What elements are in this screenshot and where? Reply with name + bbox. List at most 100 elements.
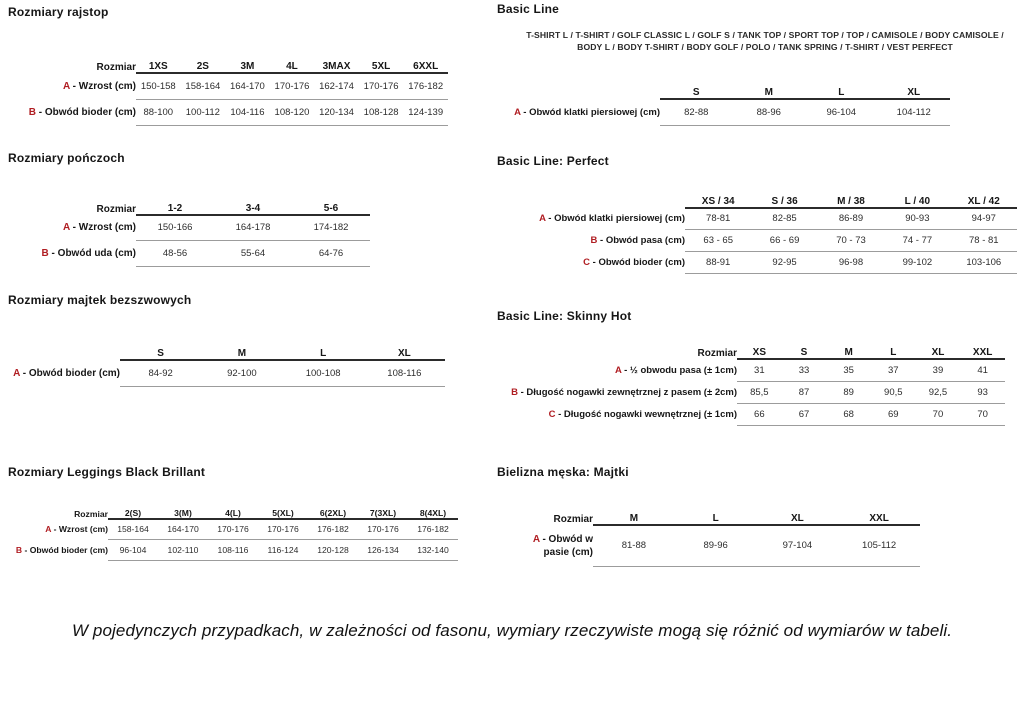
table-row: B - Obwód pasa (cm) 63 - 65 66 - 69 70 - 73… — [505, 229, 1017, 252]
cell-value: 164-170 — [225, 73, 270, 100]
table-row: C - Obwód bioder (cm) 88-91 92-95 96-98 99-1… — [505, 251, 1017, 274]
cell-value: 66 — [737, 403, 782, 426]
column-header: 3(M) — [158, 496, 208, 520]
column-header: 5-6 — [292, 187, 370, 216]
corner-label — [500, 72, 660, 99]
row-letter: A — [532, 533, 540, 545]
cell-value: 170-176 — [358, 73, 404, 100]
cell-value: 74 - 77 — [884, 229, 951, 252]
column-header: XXL — [960, 336, 1005, 360]
cell-value: 174-182 — [292, 214, 370, 241]
section-title-rajstop: Rozmiary rajstop — [8, 5, 109, 19]
table-row: A - Obwód bioder (cm) 84-92 92-100 100-108 1… — [8, 360, 445, 387]
cell-value: 90,5 — [870, 381, 916, 404]
cell-value: 176-182 — [408, 518, 458, 540]
table-row: A - Obwód w pasie (cm) 81-88 89-96 97-104 10… — [505, 524, 920, 567]
left-column: Rozmiary rajstop Rozmiar 1XS 2S 3M 4L 3MAX 5XL… — [8, 0, 468, 561]
table-row: A - Wzrost (cm) 150-166 164-178 174-182 — [8, 214, 370, 241]
column-header: 3M — [225, 46, 270, 74]
column-header: 6(2XL) — [308, 496, 358, 520]
cell-value: 88-100 — [136, 99, 181, 126]
column-header: L — [805, 72, 878, 100]
cell-value: 126-134 — [358, 539, 408, 561]
cell-value: 116-124 — [258, 539, 308, 561]
corner-label: Rozmiar — [697, 348, 737, 359]
row-letter: A — [614, 364, 622, 376]
skinny-hot-size-table: Rozmiar XS S M L XL XXL A - ½ obwodu pasa (± 1c… — [497, 336, 1005, 426]
table-row: A - Wzrost (cm) 158-164 164-170 170-176 170-… — [8, 518, 458, 540]
cell-value: 88-96 — [732, 99, 805, 126]
cell-value: 105-112 — [838, 524, 920, 567]
cell-value: 39 — [915, 359, 961, 382]
cell-value: 63 - 65 — [685, 229, 752, 252]
column-header: 7(3XL) — [358, 496, 408, 520]
column-header: XXL — [838, 497, 920, 526]
cell-value: 35 — [826, 359, 871, 382]
cell-value: 55-64 — [214, 240, 292, 267]
cell-value: 92,5 — [915, 381, 961, 404]
row-letter: B — [41, 248, 49, 259]
cell-value: 124-139 — [403, 99, 448, 126]
cell-value: 78-81 — [685, 207, 752, 230]
cell-value: 132-140 — [408, 539, 458, 561]
cell-value: 99-102 — [884, 251, 951, 274]
row-letter: B — [15, 545, 23, 555]
cell-value: 81-88 — [593, 524, 675, 567]
row-label: C - Długość nogawki wewnętrznej (± 1cm) — [548, 408, 737, 420]
cell-value: 96-98 — [817, 251, 885, 274]
row-label: A - Wzrost (cm) — [63, 222, 136, 233]
row-label: A - Obwód w pasie (cm) — [532, 533, 593, 558]
cell-value: 108-116 — [363, 360, 445, 387]
ponczoch-size-table: Rozmiar 1-2 3-4 5-6 A - Wzrost (cm) 150-166 16… — [8, 187, 370, 267]
row-label: A - Wzrost (cm) — [45, 524, 108, 534]
cell-value: 158-164 — [108, 518, 158, 540]
cell-value: 170-176 — [208, 518, 258, 540]
cell-value: 90-93 — [884, 207, 951, 230]
column-header: S / 36 — [751, 180, 818, 209]
column-header: XL — [877, 72, 950, 100]
table-row: C - Długość nogawki wewnętrznej (± 1cm) 6… — [497, 403, 1005, 426]
column-header: M — [201, 333, 283, 361]
cell-value: 68 — [826, 403, 871, 426]
header-row: Rozmiar XS S M L XL XXL — [497, 336, 1005, 360]
section-title-leggings: Rozmiary Leggings Black Brillant — [8, 464, 206, 479]
column-header: XL — [363, 333, 445, 361]
bielizna-size-table: Rozmiar M L XL XXL A - Obwód w pasie (cm) 81-8… — [505, 497, 920, 567]
column-header: 6XXL — [403, 46, 448, 74]
cell-value: 103-106 — [950, 251, 1017, 274]
row-letter: B — [590, 235, 598, 246]
column-header: XL / 42 — [950, 180, 1017, 209]
column-header: S — [120, 333, 202, 361]
column-header: 3MAX — [314, 46, 359, 74]
header-row: XS / 34 S / 36 M / 38 L / 40 XL / 42 — [505, 180, 1017, 209]
header-row: S M L XL — [500, 72, 950, 100]
basic-line-size-table: S M L XL A - Obwód klatki piersiowej (cm) 82-… — [500, 72, 950, 126]
section-title-perfect: Basic Line: Perfect — [497, 153, 609, 168]
cell-value: 170-176 — [358, 518, 408, 540]
row-letter: A — [63, 222, 70, 233]
cell-value: 89-96 — [674, 524, 757, 567]
cell-value: 64-76 — [292, 240, 370, 267]
section-basic-line-perfect: Basic Line: Perfect XS / 34 S / 36 M / 38 L… — [497, 153, 1024, 274]
header-row: Rozmiar 1XS 2S 3M 4L 3MAX 5XL 6XXL — [8, 46, 448, 74]
footnote-text: W pojedynczych przypadkach, w zależności… — [71, 621, 953, 640]
header-row: Rozmiar M L XL XXL — [505, 497, 920, 526]
cell-value: 164-178 — [214, 214, 292, 241]
row-letter: A — [514, 106, 521, 118]
cell-value: 170-176 — [258, 518, 308, 540]
cell-value: 70 — [960, 403, 1005, 426]
row-letter: A — [539, 213, 546, 224]
column-header: M / 38 — [817, 180, 885, 209]
cell-value: 66 - 69 — [751, 229, 818, 252]
column-header: M — [732, 72, 805, 100]
cell-value: 82-88 — [660, 99, 733, 126]
row-label: A - Obwód bioder (cm) — [13, 367, 120, 379]
row-label: A - Obwód klatki piersiowej (cm) — [539, 213, 685, 224]
column-header: 4L — [269, 46, 315, 74]
cell-value: 85,5 — [737, 381, 782, 404]
cell-value: 33 — [781, 359, 827, 382]
column-header: S — [660, 72, 733, 100]
column-header: 1XS — [136, 46, 181, 74]
cell-value: 120-128 — [308, 539, 358, 561]
header-row: S M L XL — [8, 333, 445, 361]
